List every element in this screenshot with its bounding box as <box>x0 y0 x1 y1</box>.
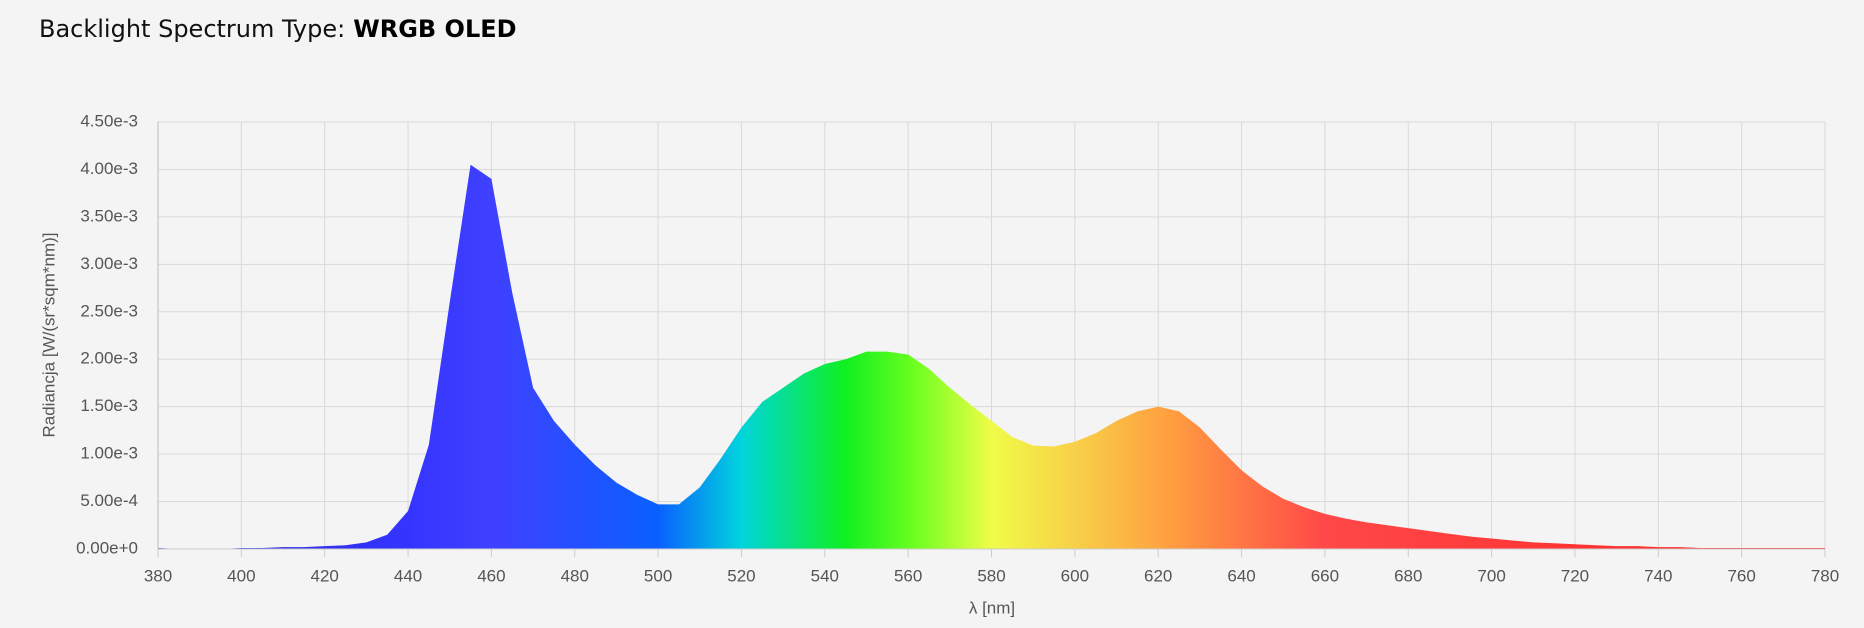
x-tick-label: 680 <box>1394 566 1422 585</box>
x-tick-label: 580 <box>977 566 1005 585</box>
y-tick-label: 2.00e-3 <box>80 349 138 368</box>
x-tick-label: 420 <box>311 566 339 585</box>
x-tick-label: 780 <box>1811 566 1839 585</box>
x-tick-label: 400 <box>227 566 255 585</box>
x-tick-label: 520 <box>727 566 755 585</box>
x-tick-label: 760 <box>1727 566 1755 585</box>
title-value: WRGB OLED <box>353 15 516 43</box>
x-tick-label: 640 <box>1227 566 1255 585</box>
y-tick-label: 0.00e+0 <box>76 538 138 557</box>
x-axis-label: λ [nm] <box>969 598 1015 617</box>
x-tick-label: 740 <box>1644 566 1672 585</box>
y-tick-label: 5.00e-4 <box>80 491 138 510</box>
y-tick-label: 4.50e-3 <box>80 111 138 130</box>
title-label: Backlight Spectrum Type: <box>39 15 345 43</box>
x-tick-label: 720 <box>1561 566 1589 585</box>
x-tick-label: 560 <box>894 566 922 585</box>
chart-title: Backlight Spectrum Type: WRGB OLED <box>39 15 517 43</box>
x-tick-label: 700 <box>1477 566 1505 585</box>
x-tick-label: 460 <box>477 566 505 585</box>
y-tick-label: 3.50e-3 <box>80 206 138 225</box>
x-tick-label: 620 <box>1144 566 1172 585</box>
x-tick-label: 540 <box>811 566 839 585</box>
x-tick-label: 600 <box>1061 566 1089 585</box>
x-tick-label: 380 <box>144 566 172 585</box>
y-tick-label: 2.50e-3 <box>80 301 138 320</box>
spectrum-area <box>158 164 1825 549</box>
x-tick-label: 500 <box>644 566 672 585</box>
x-tick-label: 660 <box>1311 566 1339 585</box>
y-tick-label: 1.00e-3 <box>80 444 138 463</box>
x-tick-label: 480 <box>561 566 589 585</box>
y-tick-label: 3.00e-3 <box>80 254 138 273</box>
y-axis-label: Radiancja [W/(sr*sqm*nm)] <box>39 233 58 438</box>
y-tick-label: 4.00e-3 <box>80 159 138 178</box>
y-tick-label: 1.50e-3 <box>80 396 138 415</box>
x-tick-label: 440 <box>394 566 422 585</box>
